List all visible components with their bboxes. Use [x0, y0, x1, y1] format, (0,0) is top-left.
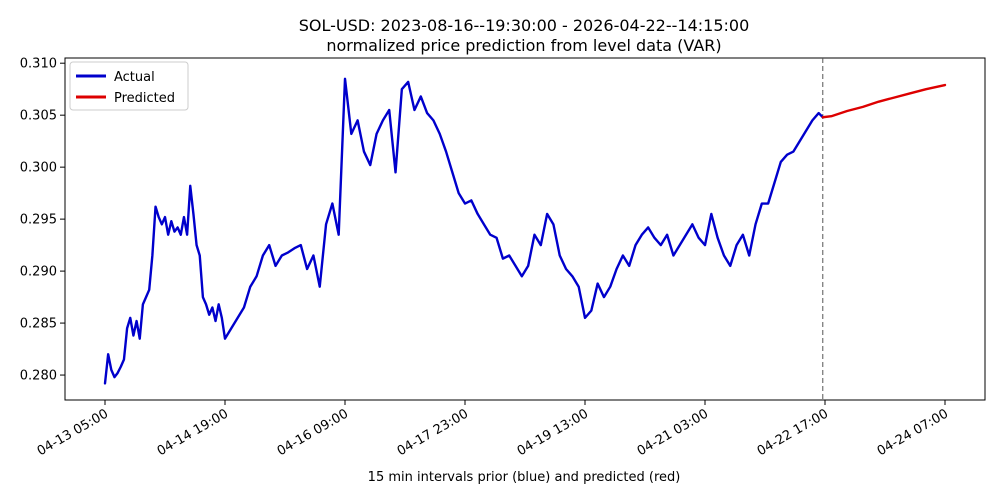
y-tick-label: 0.290: [20, 265, 57, 280]
legend-label-predicted: Predicted: [114, 91, 175, 106]
chart-subtitle: normalized price prediction from level d…: [326, 36, 721, 55]
y-tick-label: 0.280: [20, 369, 57, 384]
plot-frame: [64, 57, 986, 401]
series-actual-line: [103, 77, 824, 385]
y-tick-label: 0.295: [20, 213, 57, 228]
legend: Actual Predicted: [69, 61, 189, 111]
y-axis: 0.280 0.285 0.290 0.295 0.300 0.305 0.310: [20, 57, 65, 384]
y-tick-label: 0.285: [20, 317, 57, 332]
y-tick-label: 0.305: [20, 109, 57, 124]
y-tick-label: 0.310: [20, 57, 57, 72]
series-predicted-line: [821, 83, 947, 119]
chart-title: SOL-USD: 2023-08-16--19:30:00 - 2026-04-…: [299, 16, 750, 35]
legend-label-actual: Actual: [114, 70, 155, 85]
x-axis-label: 15 min intervals prior (blue) and predic…: [368, 470, 681, 485]
y-tick-label: 0.300: [20, 161, 57, 176]
series-layer: [103, 58, 947, 400]
